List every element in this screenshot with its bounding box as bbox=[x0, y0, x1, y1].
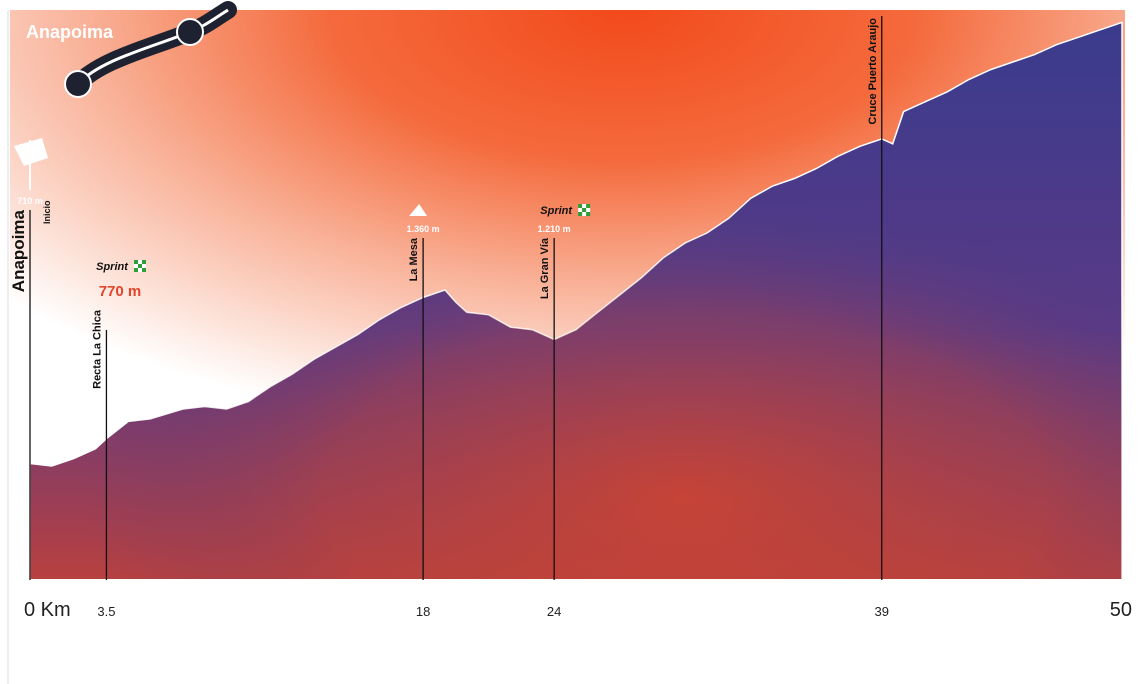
x-axis-ticks: 0 Km 3.5 18 24 39 50 bbox=[24, 599, 1132, 621]
sprint-flag-square bbox=[134, 264, 138, 268]
marker-altitude-label: 770 m bbox=[99, 283, 142, 300]
sprint-flag-square bbox=[138, 260, 142, 264]
sprint-label: Sprint bbox=[540, 205, 573, 217]
x-tick-label: 18 bbox=[416, 604, 430, 619]
marker-name-label: La Mesa bbox=[408, 237, 420, 281]
sprint-flag-square bbox=[138, 264, 142, 268]
x-tick-label: 0 Km bbox=[24, 599, 71, 621]
sprint-flag-square bbox=[582, 208, 587, 212]
sprint-flag-square bbox=[586, 212, 591, 216]
sprint-flag-icon bbox=[578, 204, 591, 216]
sprint-flag-square bbox=[578, 212, 583, 216]
road-icon bbox=[64, 1, 237, 98]
x-tick-label: 50 bbox=[1110, 599, 1132, 621]
sprint-flag-square bbox=[578, 204, 583, 208]
elevation-profile-glow bbox=[30, 22, 1122, 580]
sprint-flag-square bbox=[138, 268, 142, 272]
marker-altitude-label: 1.210 m bbox=[538, 224, 571, 234]
sprint-flag-square bbox=[142, 260, 146, 264]
sprint-flag-square bbox=[142, 264, 146, 268]
sprint-flag-square bbox=[142, 268, 146, 272]
marker-name-label: La Gran Vía bbox=[539, 237, 551, 299]
sprint-label: Sprint bbox=[96, 261, 129, 273]
marker-altitude-label: 1.360 m bbox=[407, 224, 440, 234]
sprint-flag-icon bbox=[134, 260, 146, 272]
sprint-flag-square bbox=[134, 260, 138, 264]
x-tick-label: 39 bbox=[875, 604, 889, 619]
start-town-label: Anapoima bbox=[26, 22, 114, 42]
marker-name-label: Cruce Puerto Araujo bbox=[867, 18, 879, 125]
x-tick-label: 3.5 bbox=[97, 604, 115, 619]
sprint-flag-square bbox=[134, 268, 138, 272]
sprint-flag-square bbox=[582, 204, 587, 208]
marker-name-label: Recta La Chica bbox=[91, 309, 103, 389]
marker-altitude-label: 710 m bbox=[17, 196, 43, 206]
start-flag-icon bbox=[14, 138, 48, 190]
marker-name-label: Anapoima bbox=[9, 209, 28, 292]
x-tick-label: 24 bbox=[547, 604, 561, 619]
mountain-icon bbox=[409, 204, 428, 216]
marker-sub-label: Inicio bbox=[42, 200, 52, 224]
sprint-flag-square bbox=[586, 208, 591, 212]
sprint-flag-square bbox=[586, 204, 591, 208]
sprint-flag-square bbox=[578, 208, 583, 212]
sprint-flag-square bbox=[582, 212, 587, 216]
